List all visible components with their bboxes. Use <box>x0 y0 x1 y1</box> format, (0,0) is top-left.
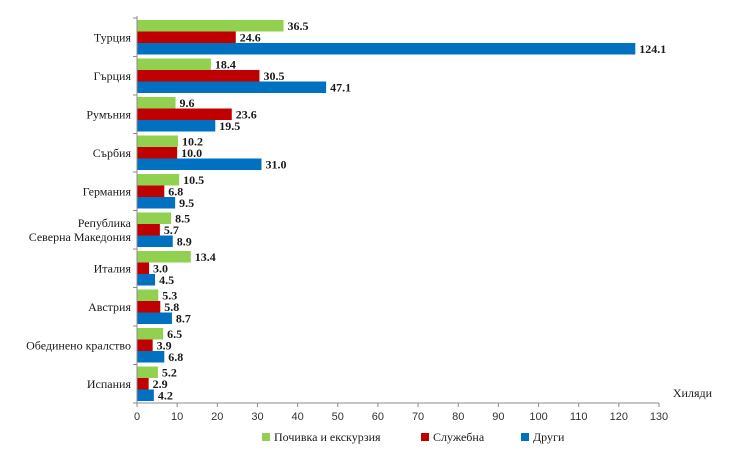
bar-3-2 <box>137 81 327 93</box>
bar-3-7 <box>137 274 156 286</box>
data-label-3-3: 19.5 <box>219 119 240 133</box>
category-label-1: Турция <box>94 30 132 44</box>
data-label-3-4: 31.0 <box>265 157 286 171</box>
x-tick-label-110: 110 <box>570 411 588 423</box>
bar-3-6 <box>137 235 173 247</box>
legend-swatch-1 <box>262 433 270 441</box>
data-label-1-4: 10.2 <box>182 134 203 148</box>
category-label-9: Обединено кралство <box>26 338 131 352</box>
bar-1-2 <box>137 58 211 70</box>
bar-3-10 <box>137 389 154 401</box>
bar-1-4 <box>137 135 178 147</box>
bar-2-9 <box>137 339 153 351</box>
legend-label-3: Други <box>533 430 565 444</box>
data-label-1-2: 18.4 <box>215 57 236 71</box>
x-tick-label-100: 100 <box>529 411 547 423</box>
x-axis-title: Хиляди <box>673 386 713 400</box>
category-label-7: Италия <box>94 261 132 275</box>
legend-label-1: Почивка и екскурзия <box>274 430 381 444</box>
data-label-2-2: 30.5 <box>263 69 284 83</box>
x-tick-label-0: 0 <box>134 411 140 423</box>
data-label-3-9: 6.8 <box>168 350 183 364</box>
data-label-2-5: 6.8 <box>168 184 183 198</box>
data-label-2-4: 10.0 <box>181 146 202 160</box>
data-label-2-3: 23.6 <box>236 107 257 121</box>
x-tick-label-80: 80 <box>452 411 464 423</box>
bar-3-9 <box>137 351 165 363</box>
data-label-3-5: 9.5 <box>179 196 194 210</box>
x-tick-label-90: 90 <box>492 411 504 423</box>
data-label-2-8: 5.8 <box>164 300 179 314</box>
bar-2-1 <box>137 31 236 43</box>
data-label-3-10: 4.2 <box>158 388 173 402</box>
x-tick-label-10: 10 <box>171 411 183 423</box>
legend: Почивка и екскурзия Служебна Други <box>262 430 565 444</box>
category-label-5: Германия <box>83 184 132 198</box>
data-label-1-9: 6.5 <box>167 327 182 341</box>
category-label-4: Сърбия <box>93 146 132 160</box>
x-tick-label-50: 50 <box>332 411 344 423</box>
bar-1-1 <box>137 20 284 32</box>
bar-3-5 <box>137 197 176 209</box>
x-tick-label-70: 70 <box>412 411 424 423</box>
bar-1-6 <box>137 212 172 224</box>
data-label-1-10: 5.2 <box>162 365 177 379</box>
data-label-2-10: 2.9 <box>153 377 168 391</box>
data-label-2-7: 3.0 <box>153 261 168 275</box>
category-label-3: Румъния <box>86 107 131 121</box>
data-label-1-1: 36.5 <box>288 19 309 33</box>
bar-1-7 <box>137 251 191 263</box>
category-label-6-line-2: Северна Македония <box>29 230 132 244</box>
data-label-3-1: 124.1 <box>639 42 666 56</box>
data-label-1-5: 10.5 <box>183 173 204 187</box>
axes-layer: Турция Гърция Румъния Сърбия Германия Републи… <box>26 16 668 423</box>
category-label-6-line-1: Република <box>78 216 132 230</box>
data-label-1-7: 13.4 <box>195 250 216 264</box>
bar-1-9 <box>137 328 164 340</box>
x-tick-label-20: 20 <box>211 411 223 423</box>
bar-2-8 <box>137 301 161 313</box>
bar-2-7 <box>137 262 150 274</box>
data-label-3-2: 47.1 <box>330 80 351 94</box>
bar-1-10 <box>137 366 158 378</box>
bar-1-5 <box>137 174 180 186</box>
category-label-10: Испания <box>87 377 132 391</box>
category-label-2: Гърция <box>93 69 131 83</box>
data-label-1-3: 9.6 <box>180 96 195 110</box>
data-label-1-6: 8.5 <box>175 211 190 225</box>
bar-2-10 <box>137 378 149 390</box>
data-label-1-8: 5.3 <box>162 288 177 302</box>
x-tick-label-130: 130 <box>650 411 668 423</box>
legend-label-2: Служебна <box>433 430 485 444</box>
data-label-2-9: 3.9 <box>157 338 172 352</box>
bar-2-6 <box>137 224 160 236</box>
bar-1-3 <box>137 97 176 109</box>
data-label-3-6: 8.9 <box>177 234 192 248</box>
bar-3-4 <box>137 158 262 170</box>
bar-3-3 <box>137 120 216 132</box>
data-label-3-8: 8.7 <box>176 311 191 325</box>
legend-swatch-3 <box>521 433 529 441</box>
data-label-2-6: 5.7 <box>164 223 179 237</box>
legend-swatch-2 <box>421 433 429 441</box>
x-tick-label-60: 60 <box>372 411 384 423</box>
x-tick-label-30: 30 <box>251 411 263 423</box>
data-label-3-7: 4.5 <box>159 273 174 287</box>
bar-2-4 <box>137 147 178 159</box>
data-label-2-1: 24.6 <box>240 30 261 44</box>
category-label-8: Австрия <box>88 300 131 314</box>
x-tick-label-120: 120 <box>610 411 628 423</box>
x-tick-label-40: 40 <box>291 411 303 423</box>
bars-layer: 36.5 24.6 124.1 18.4 30.5 47.1 9.6 23.619.5 10.2… <box>137 19 666 402</box>
bar-2-5 <box>137 185 165 197</box>
bar-1-8 <box>137 289 159 301</box>
bar-3-1 <box>137 43 636 55</box>
bar-2-3 <box>137 108 232 120</box>
bar-3-8 <box>137 312 172 324</box>
bar-2-2 <box>137 70 260 82</box>
